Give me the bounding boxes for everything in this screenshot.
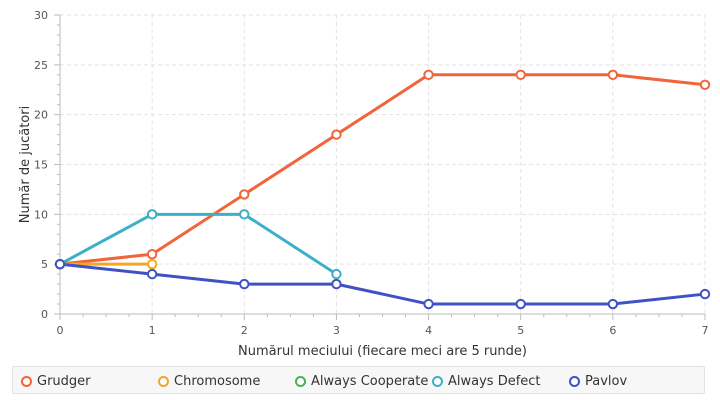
x-tick-label: 5: [517, 324, 524, 337]
y-tick-label: 20: [34, 109, 48, 122]
data-point-grudger[interactable]: [699, 79, 711, 90]
legend-item-grudger[interactable]: Grudger: [21, 367, 91, 395]
data-point-pavlov[interactable]: [146, 268, 158, 280]
legend-label: Always Cooperate: [311, 373, 429, 389]
data-point-grudger[interactable]: [515, 69, 526, 81]
legend-label: Always Defect: [448, 373, 541, 389]
data-point-always-defect[interactable]: [331, 268, 342, 280]
y-tick-label: 10: [34, 208, 48, 221]
data-point-always-defect[interactable]: [146, 209, 158, 220]
legend-marker-icon: [569, 375, 580, 387]
series-points: [54, 69, 711, 310]
line-chart: 0 5 10 15 20 25 30 0 1 2 3 4 5 6 7 Numărul meciului (f…: [18, 9, 711, 359]
x-tick-label: 7: [702, 324, 709, 337]
data-point-pavlov[interactable]: [423, 298, 434, 310]
y-tick-label: 5: [41, 258, 48, 271]
data-point-pavlov[interactable]: [331, 278, 342, 290]
x-tick-label: 0: [57, 324, 64, 337]
legend-item-always-defect[interactable]: Always Defect: [432, 367, 541, 395]
legend-label: Chromosome: [174, 373, 261, 389]
legend-item-always-cooperate[interactable]: Always Cooperate: [295, 367, 428, 395]
series-lines: [58, 73, 707, 306]
legend-label: Grudger: [37, 373, 91, 389]
series-line-pavlov: [58, 262, 707, 306]
legend-marker-icon: [432, 375, 443, 387]
series-line-grudger: [58, 73, 707, 266]
series-line-always-defect: [58, 212, 338, 276]
y-tick-label: 30: [34, 9, 48, 22]
data-point-grudger[interactable]: [423, 69, 434, 81]
legend: Grudger Chromosome Always Cooperate Always …: [12, 366, 705, 394]
data-point-always-defect[interactable]: [239, 209, 250, 220]
data-point-grudger[interactable]: [331, 129, 342, 140]
legend-marker-icon: [21, 375, 32, 387]
x-tick-label: 3: [333, 324, 340, 337]
x-tick-label: 1: [149, 324, 156, 337]
data-point-pavlov[interactable]: [239, 278, 250, 290]
y-tick-label: 0: [41, 308, 48, 321]
x-tick-label: 6: [609, 324, 616, 337]
legend-label: Pavlov: [585, 373, 628, 389]
legend-marker-icon: [158, 375, 169, 387]
data-point-pavlov[interactable]: [54, 258, 66, 270]
y-tick-label: 25: [34, 59, 48, 72]
data-point-grudger[interactable]: [607, 69, 619, 81]
data-point-pavlov[interactable]: [607, 298, 619, 310]
y-tick-label: 15: [34, 159, 48, 172]
tick-labels: 0 5 10 15 20 25 30 0 1 2 3 4 5 6 7: [34, 9, 709, 337]
x-axis-title: Numărul meciului (fiecare meci are 5 run…: [238, 344, 527, 359]
data-point-grudger[interactable]: [239, 189, 250, 200]
data-point-grudger[interactable]: [146, 249, 158, 260]
legend-item-chromosome[interactable]: Chromosome: [158, 367, 260, 395]
grid: [60, 14, 706, 314]
legend-marker-icon: [295, 375, 306, 387]
y-axis-title: Număr de jucători: [18, 106, 33, 223]
data-point-chromosome[interactable]: [146, 258, 158, 270]
x-tick-label: 2: [241, 324, 248, 337]
x-tick-label: 4: [425, 324, 432, 337]
data-point-pavlov[interactable]: [699, 288, 711, 300]
data-point-pavlov[interactable]: [515, 298, 526, 310]
legend-item-pavlov[interactable]: Pavlov: [569, 367, 627, 395]
